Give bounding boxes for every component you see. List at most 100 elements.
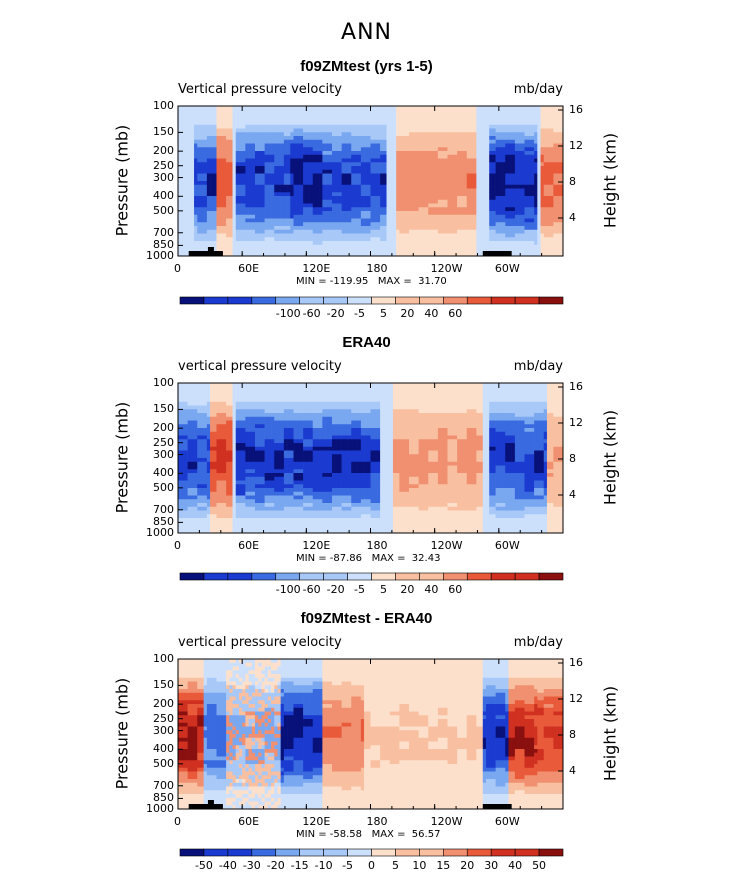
field-cell	[418, 188, 423, 193]
panel-1-title: f09ZMtest (yrs 1-5)	[300, 58, 433, 75]
field-cell	[258, 143, 262, 148]
field-cell	[553, 248, 557, 253]
field-cell	[341, 203, 346, 208]
field-cell	[261, 109, 265, 114]
field-cell	[473, 106, 477, 111]
field-cell	[524, 244, 529, 249]
field-cell	[328, 226, 333, 231]
field-cell	[405, 106, 410, 111]
field-cell	[453, 218, 458, 223]
field-cell	[476, 207, 480, 212]
field-cell	[357, 121, 362, 126]
field-cell	[303, 192, 307, 197]
field-cell	[187, 128, 192, 133]
field-cell	[514, 113, 519, 118]
field-cell	[418, 233, 423, 238]
field-cell	[540, 162, 545, 167]
field-cell	[184, 244, 188, 249]
field-cell	[527, 207, 532, 212]
field-cell	[521, 207, 525, 212]
field-cell	[505, 117, 509, 122]
field-cell	[534, 241, 538, 246]
field-cell	[344, 113, 349, 118]
field-cell	[495, 207, 500, 212]
field-cell	[280, 177, 285, 182]
field-cell	[245, 233, 249, 238]
field-cell	[332, 207, 336, 212]
field-cell	[267, 244, 272, 249]
field-cell	[258, 113, 262, 118]
field-cell	[251, 128, 256, 133]
field-cell	[428, 196, 432, 201]
field-cell	[486, 169, 490, 174]
field-cell	[450, 203, 455, 208]
field-cell	[197, 136, 201, 141]
field-cell	[187, 117, 192, 122]
field-cell	[354, 237, 358, 242]
field-cell	[271, 106, 275, 111]
field-cell	[409, 113, 413, 118]
field-cell	[453, 151, 458, 156]
field-cell	[502, 177, 506, 182]
field-cell	[466, 106, 471, 111]
field-cell	[283, 241, 288, 246]
field-cell	[457, 128, 461, 133]
colorbar-label: 50	[532, 859, 547, 872]
field-cell	[556, 211, 561, 216]
field-cell	[219, 226, 224, 231]
field-cell	[495, 124, 500, 129]
field-cell	[447, 132, 452, 137]
field-cell	[441, 244, 445, 249]
field-cell	[332, 154, 336, 159]
field-cell	[296, 109, 301, 114]
field-cell	[486, 199, 490, 204]
field-cell	[508, 109, 512, 114]
field-cell	[280, 151, 285, 156]
field-cell	[428, 151, 432, 156]
field-cell	[476, 177, 480, 182]
field-cell	[306, 113, 310, 118]
field-cell	[248, 169, 253, 174]
field-cell	[376, 214, 381, 219]
field-cell	[306, 222, 310, 227]
field-cell	[463, 128, 468, 133]
field-cell	[415, 128, 419, 133]
field-cell	[505, 143, 509, 148]
field-cell	[495, 184, 500, 189]
field-cell	[466, 124, 471, 129]
field-cell	[505, 188, 509, 193]
field-cell	[463, 109, 468, 114]
field-cell	[335, 162, 339, 167]
panel-units-label: mb/day	[513, 82, 563, 97]
field-cell	[238, 121, 243, 126]
field-cell	[232, 207, 237, 212]
field-cell	[283, 222, 288, 227]
field-cell	[431, 173, 435, 178]
field-cell	[489, 222, 493, 227]
field-cell	[287, 181, 291, 186]
field-cell	[264, 214, 269, 219]
field-cell	[328, 136, 333, 141]
field-cell	[447, 207, 452, 212]
field-cell	[415, 192, 419, 197]
field-cell	[213, 203, 217, 208]
field-cell	[405, 199, 410, 204]
field-cell	[392, 199, 397, 204]
field-cell	[559, 177, 564, 182]
field-cell	[373, 203, 378, 208]
field-cell	[437, 184, 442, 189]
field-cell	[203, 143, 208, 148]
field-cell	[319, 121, 323, 126]
field-cell	[200, 117, 204, 122]
field-cell	[271, 252, 275, 257]
field-cell	[428, 211, 432, 216]
field-cell	[425, 132, 429, 137]
field-cell	[389, 109, 394, 114]
field-cell	[299, 166, 304, 171]
field-cell	[392, 169, 397, 174]
field-cell	[498, 211, 503, 216]
field-cell	[524, 218, 529, 223]
field-cell	[194, 248, 198, 253]
field-cell	[527, 233, 532, 238]
field-cell	[267, 124, 272, 129]
